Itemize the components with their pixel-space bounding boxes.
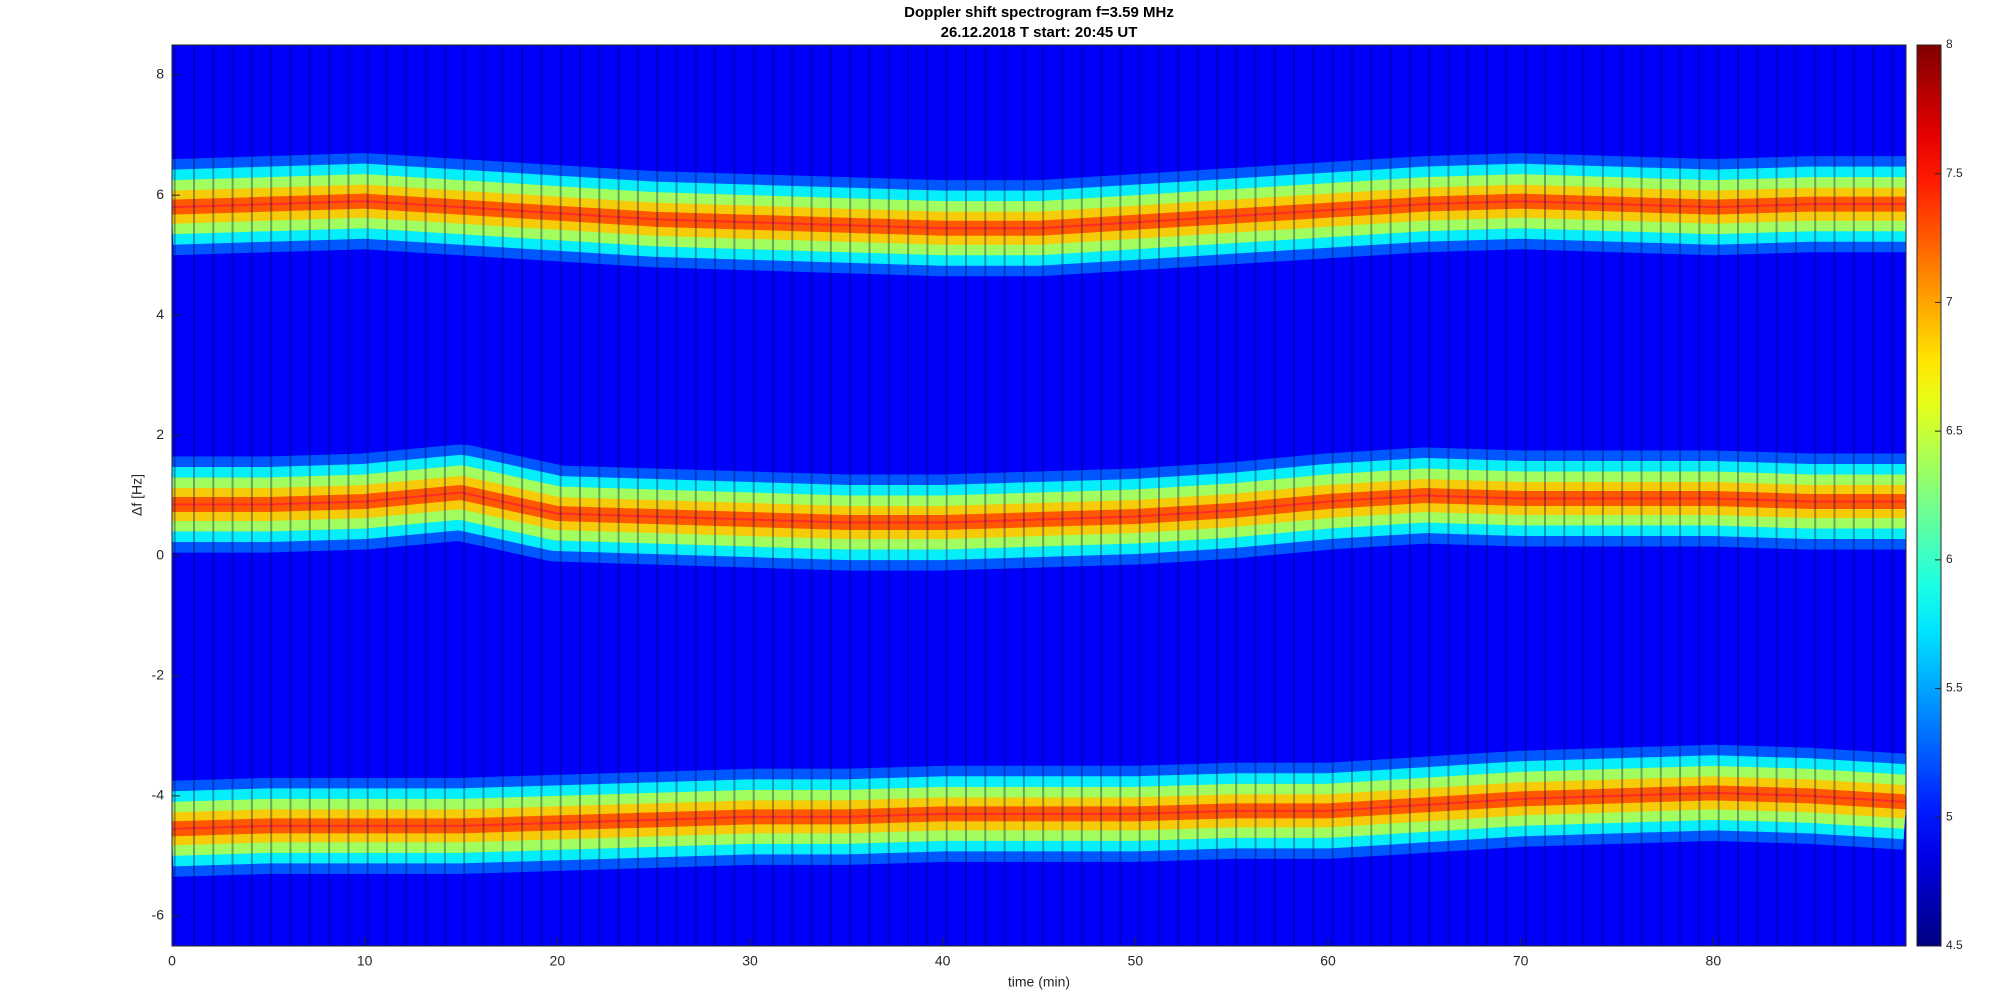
y-tick-label: 4 bbox=[156, 306, 164, 322]
colorbar-tick-label: 6 bbox=[1946, 552, 1953, 566]
x-tick-label: 80 bbox=[1706, 953, 1722, 969]
colorbar-tick-label: 5 bbox=[1946, 809, 1953, 823]
chart-subtitle: 26.12.2018 T start: 20:45 UT bbox=[941, 24, 1138, 41]
colorbar bbox=[1916, 44, 1942, 947]
colorbar-tick-label: 8 bbox=[1946, 37, 1953, 51]
x-tick-label: 10 bbox=[357, 953, 373, 969]
y-tick-label: -4 bbox=[152, 787, 165, 803]
plot-area bbox=[172, 45, 1906, 946]
chart-title: Doppler shift spectrogram f=3.59 MHz bbox=[904, 4, 1174, 21]
y-tick-label: 0 bbox=[156, 546, 164, 562]
x-tick-label: 40 bbox=[935, 953, 951, 969]
y-tick-label: -6 bbox=[152, 907, 165, 923]
colorbar-tick-label: 7.5 bbox=[1946, 166, 1963, 180]
colorbar-tick-label: 4.5 bbox=[1946, 938, 1963, 952]
y-tick-label: 6 bbox=[156, 186, 164, 202]
x-axis-label: time (min) bbox=[1008, 974, 1070, 990]
x-tick-label: 50 bbox=[1128, 953, 1144, 969]
colorbar-tick-label: 7 bbox=[1946, 295, 1953, 309]
y-axis-label: Δf [Hz] bbox=[129, 474, 145, 516]
x-tick-label: 0 bbox=[168, 953, 176, 969]
time-stripes bbox=[172, 45, 1906, 946]
y-tick-label: -2 bbox=[152, 666, 165, 682]
colorbar-tick-label: 5.5 bbox=[1946, 681, 1963, 695]
x-tick-label: 70 bbox=[1513, 953, 1529, 969]
y-tick-label: 8 bbox=[156, 66, 164, 82]
y-tick-label: 2 bbox=[156, 426, 164, 442]
x-tick-label: 20 bbox=[550, 953, 566, 969]
axes-box bbox=[171, 44, 1907, 947]
x-tick-label: 30 bbox=[742, 953, 758, 969]
colorbar-tick-label: 6.5 bbox=[1946, 423, 1963, 437]
x-tick-label: 60 bbox=[1320, 953, 1336, 969]
